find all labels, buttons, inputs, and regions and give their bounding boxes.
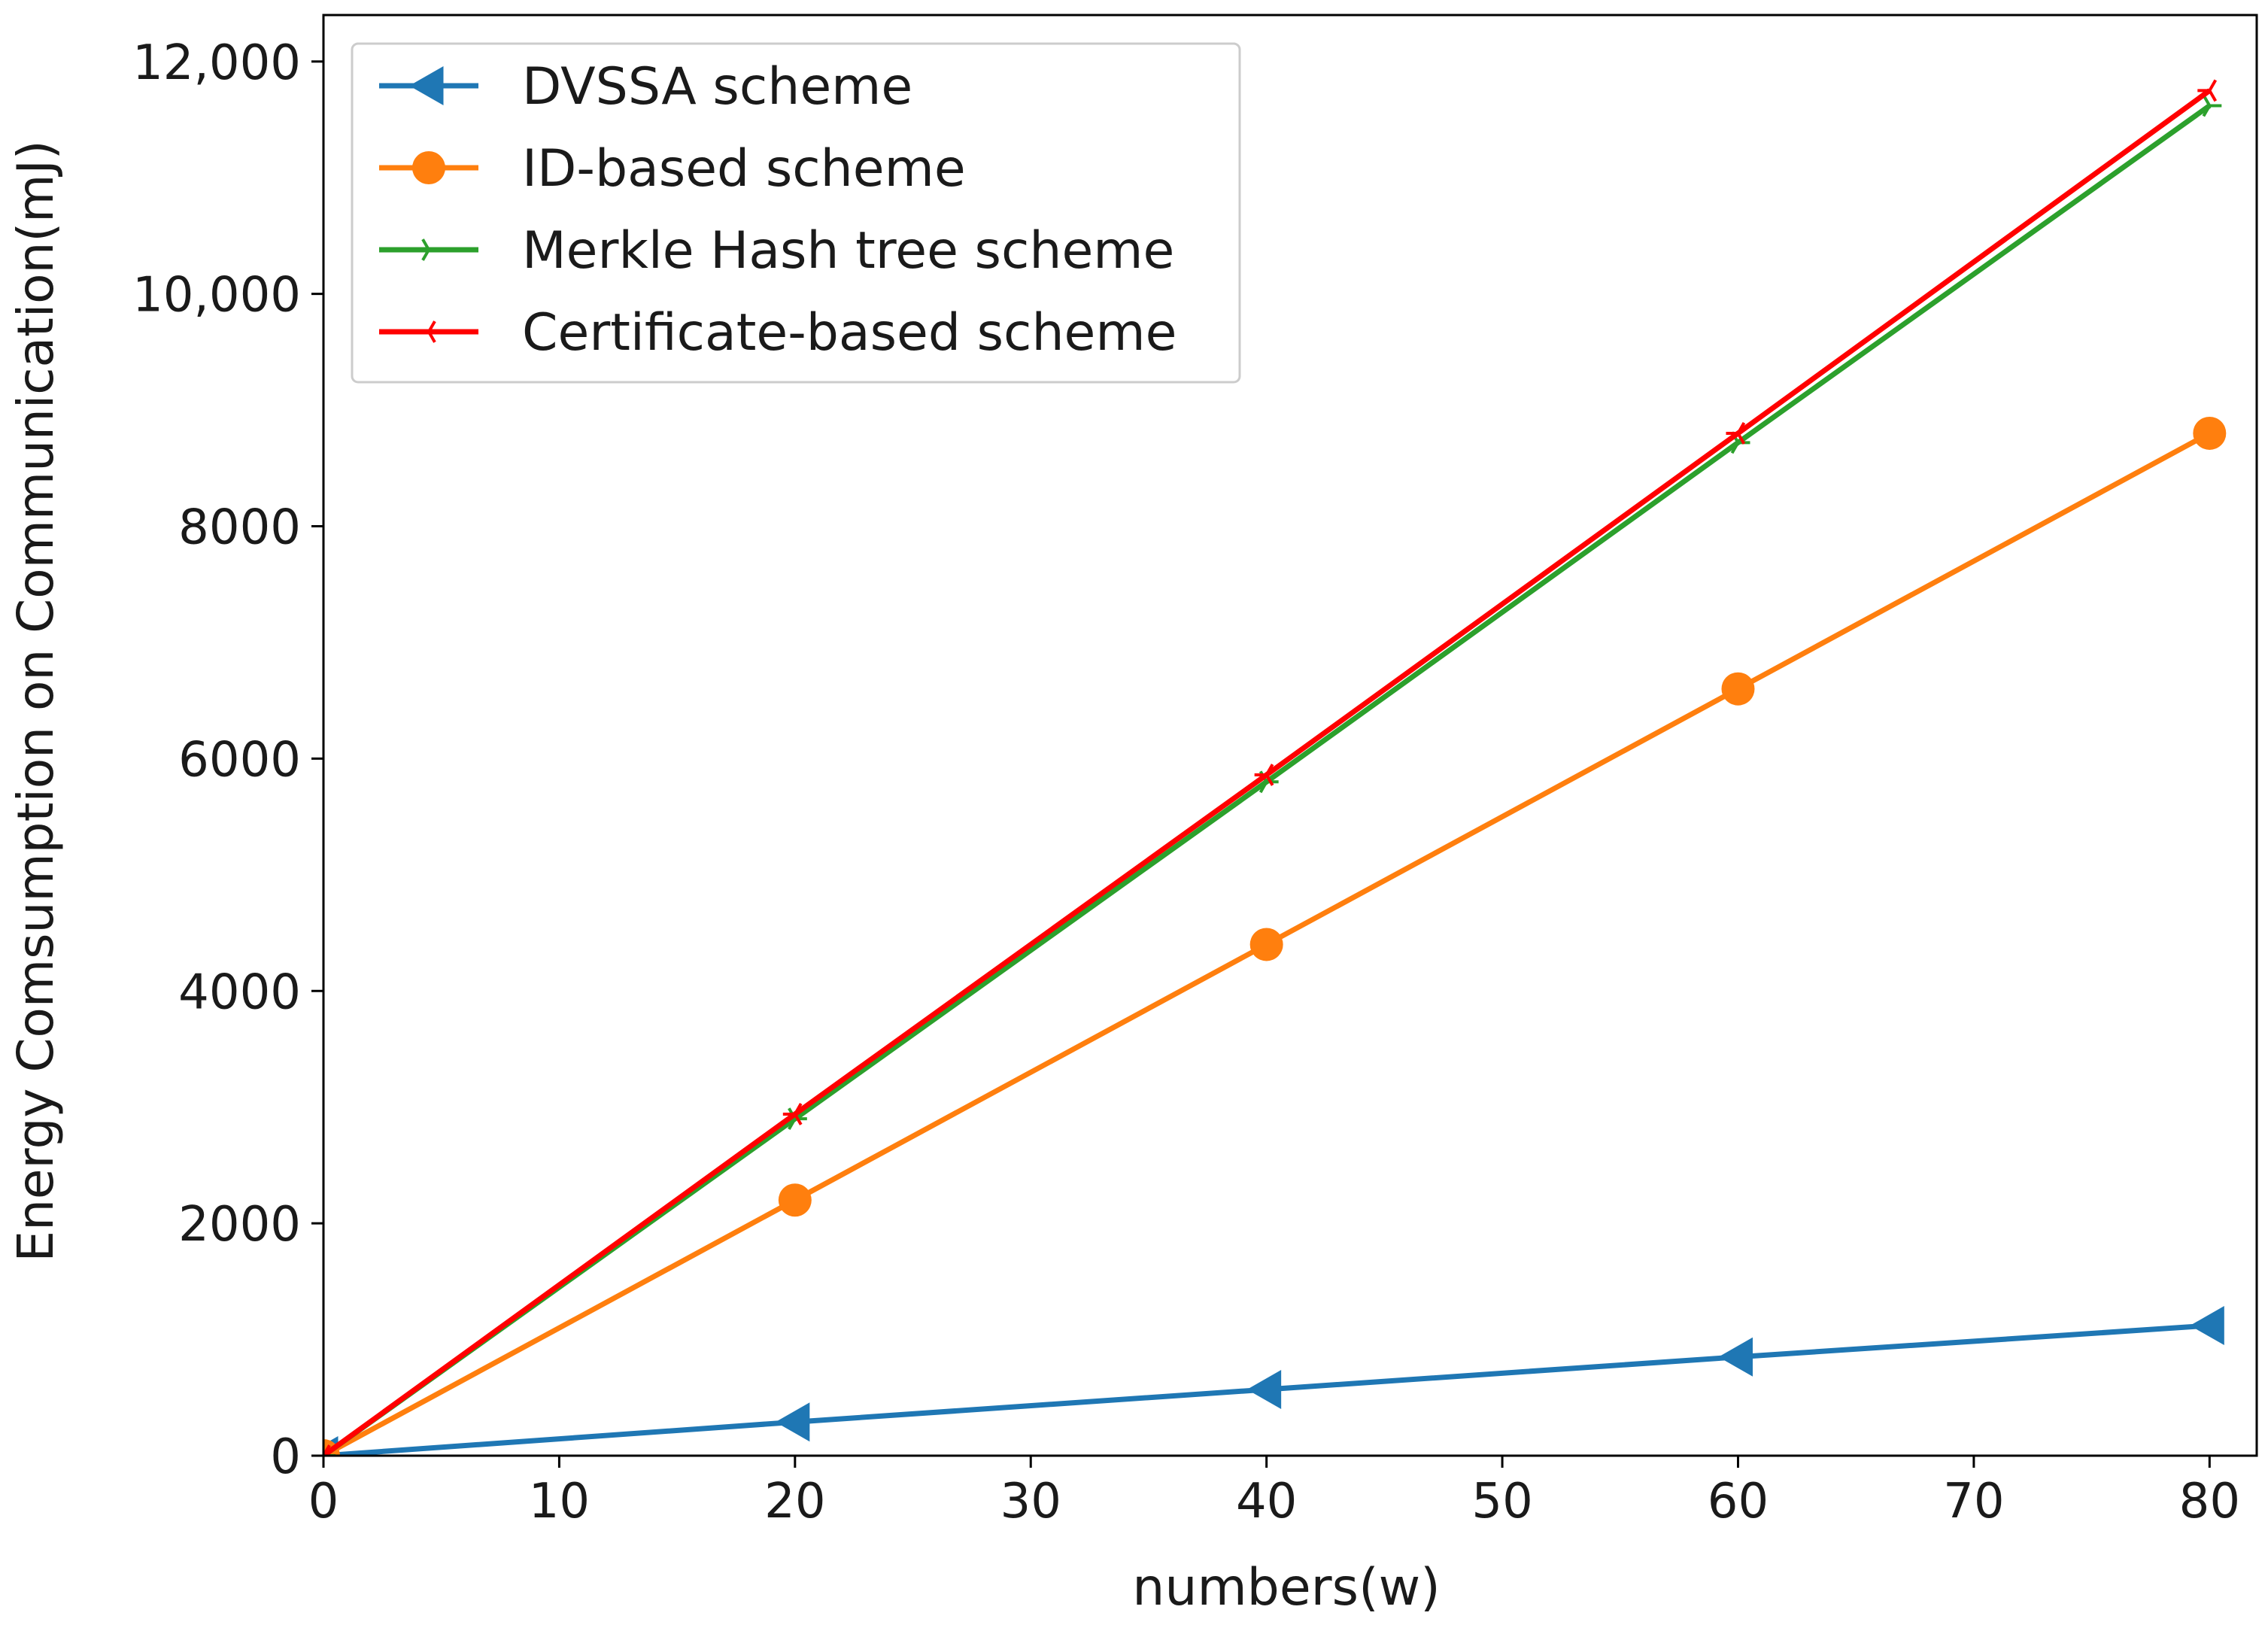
axes-frame [322, 14, 2258, 1457]
x-axis-label: numbers(w) [1132, 1558, 1441, 1617]
data-point-dvssa-scheme [1718, 1337, 1753, 1377]
y-tick-label: 10,000 [132, 268, 301, 323]
data-point-certificate-based-scheme [1254, 764, 1274, 786]
data-point-id-based-scheme [1721, 672, 1755, 706]
legend-label: DVSSA scheme [522, 57, 912, 117]
x-tick-label: 60 [1708, 1474, 1769, 1529]
x-tick-label: 50 [1471, 1474, 1532, 1529]
legend-label: Certificate-based scheme [522, 303, 1177, 363]
x-tick-label: 70 [1943, 1474, 2004, 1529]
data-point-dvssa-scheme [775, 1402, 810, 1442]
y-tick-label: 0 [270, 1429, 301, 1485]
data-point-id-based-scheme [1249, 928, 1283, 961]
data-point-certificate-based-scheme [782, 1103, 803, 1125]
y-tick-label: 8000 [178, 500, 301, 556]
y-tick-label: 2000 [178, 1197, 301, 1253]
data-point-dvssa-scheme [2190, 1306, 2224, 1346]
legend-marker [417, 320, 436, 343]
data-point-id-based-scheme [778, 1183, 812, 1217]
legend-item-merkle-hash-tree-scheme: Merkle Hash tree scheme [379, 221, 1174, 281]
legend-marker [409, 66, 444, 105]
legend-item-certificate-based-scheme: Certificate-based scheme [379, 303, 1177, 363]
legend-marker [421, 238, 441, 261]
y-tick-label: 6000 [178, 732, 301, 788]
series-certificate-based-scheme [323, 79, 2218, 1456]
legend-box [351, 42, 1241, 384]
legend-marker [412, 151, 445, 184]
x-tick-label: 30 [1000, 1474, 1061, 1529]
x-tick-label: 80 [2179, 1474, 2240, 1529]
y-axis-label: Energy Comsumption on Communication(mJ) [7, 140, 65, 1262]
data-point-certificate-based-scheme [1726, 422, 1746, 445]
x-tick-label: 10 [529, 1474, 590, 1529]
legend-label: Merkle Hash tree scheme [522, 221, 1174, 281]
y-tick-label: 12,000 [132, 35, 301, 91]
legend-item-dvssa-scheme: DVSSA scheme [379, 57, 912, 117]
x-tick-label: 0 [308, 1474, 339, 1529]
legend: DVSSA scheme ID-based scheme Merkle Hash t… [351, 42, 1241, 384]
data-point-id-based-scheme [2193, 416, 2227, 450]
data-point-dvssa-scheme [1246, 1369, 1282, 1409]
legend-label: ID-based scheme [522, 139, 966, 199]
axes: 0 10 20 30 40 50 60 70 80 0 2000 4000 6000 8000 10,000… [132, 14, 2258, 1529]
x-tick-label: 20 [764, 1474, 825, 1529]
y-tick-label: 4000 [178, 964, 301, 1020]
legend-item-id-based-scheme: ID-based scheme [379, 139, 966, 199]
data-point-certificate-based-scheme [2197, 79, 2218, 102]
x-tick-label: 40 [1236, 1474, 1297, 1529]
plot-area [323, 79, 2227, 1456]
